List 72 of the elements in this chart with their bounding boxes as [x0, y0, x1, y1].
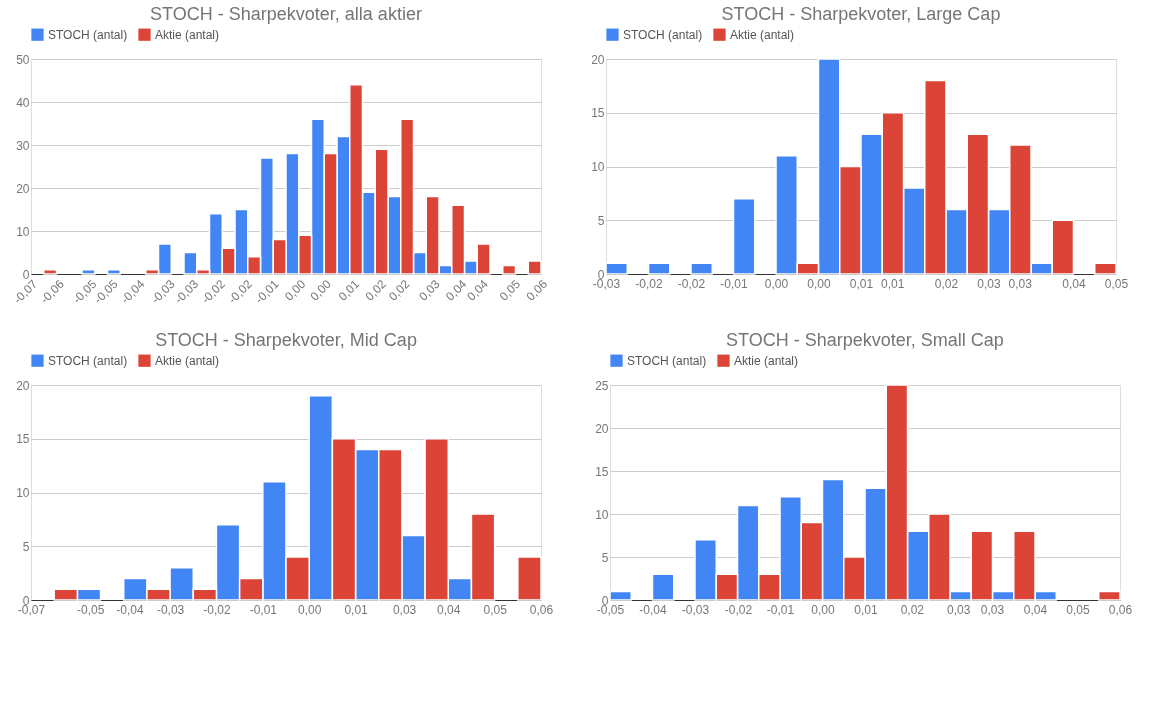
y-tick-label: 15	[595, 464, 609, 479]
x-tick-label: -0,02	[635, 276, 664, 291]
y-tick-label: 10	[16, 486, 30, 500]
y-tick-label: 30	[16, 138, 30, 153]
x-tick-label: 0,03	[416, 276, 443, 304]
x-tick-label: -0,04	[639, 602, 668, 617]
x-tick-label: 0,05	[1066, 602, 1090, 617]
x-tick-label: 0,05	[483, 602, 508, 617]
x-tick-label: 0,03	[392, 602, 417, 617]
y-tick-label: 50	[16, 52, 30, 67]
x-tick-label: -0,01	[766, 602, 795, 617]
x-tick-label: 0,05	[1104, 276, 1129, 291]
y-tick-label: 20	[16, 181, 30, 196]
y-tick-label: 20	[591, 52, 605, 67]
chart-title: STOCH - Sharpekvoter, Large Cap	[721, 4, 1001, 24]
y-tick-label: 20	[16, 378, 30, 393]
legend-label: STOCH (antal)	[627, 353, 707, 368]
x-tick-label: 0,03	[947, 602, 971, 617]
x-tick-label: -0,03	[681, 602, 710, 617]
x-tick-label: 0,03	[977, 276, 1001, 291]
x-tick-label: -0,02	[203, 602, 231, 617]
legend-label: Aktie (antal)	[734, 353, 799, 368]
x-tick-label: -0,01	[720, 276, 748, 291]
x-tick-label: -0,05	[77, 602, 105, 617]
y-tick-label: 5	[22, 539, 30, 554]
y-tick-label: 40	[16, 95, 30, 110]
x-tick-label: 0,01	[335, 276, 363, 304]
x-tick-label: 0,05	[496, 276, 524, 304]
x-tick-label: 0,00	[807, 276, 831, 291]
x-tick-label: 0,06	[523, 276, 551, 304]
x-tick-label: -0,04	[116, 602, 144, 617]
x-tick-label: 0,04	[1062, 276, 1086, 291]
x-tick-label: 0,01	[344, 602, 369, 617]
x-tick-label: 0,00	[811, 602, 835, 617]
x-tick-label: 0,00	[298, 602, 322, 617]
x-tick-label: -0,02	[724, 602, 753, 617]
x-tick-label: 0,00	[764, 276, 789, 291]
y-tick-label: 15	[16, 432, 30, 447]
x-tick-label: 0,04	[1023, 602, 1048, 617]
legend-label: STOCH (antal)	[48, 27, 128, 42]
x-tick-label: 0,01	[881, 276, 905, 291]
x-tick-label: -0,02	[677, 276, 706, 291]
legend-label: STOCH (antal)	[48, 353, 128, 368]
y-tick-label: 5	[597, 213, 605, 228]
legend-label: Aktie (antal)	[155, 27, 220, 42]
chart-title: STOCH - Sharpekvoter, Mid Cap	[155, 330, 417, 350]
x-tick-label: 0,03	[1008, 276, 1033, 291]
x-tick-label: 0,01	[854, 602, 878, 617]
legend-label: Aktie (antal)	[155, 353, 220, 368]
y-tick-label: 20	[595, 421, 609, 436]
x-tick-label: 0,03	[980, 602, 1005, 617]
y-tick-label: 0	[22, 267, 30, 282]
x-tick-label: 0,00	[307, 276, 335, 304]
y-tick-label: 10	[16, 224, 30, 239]
x-tick-label: 0,00	[281, 276, 309, 304]
x-tick-label: 0,06	[529, 602, 554, 617]
y-tick-label: 5	[601, 550, 609, 565]
x-tick-label: 0,01	[849, 276, 874, 291]
x-tick-label: 0,06	[1108, 602, 1133, 617]
y-tick-label: 25	[595, 378, 609, 393]
x-tick-label: 0,02	[934, 276, 959, 291]
x-tick-label: 0,02	[900, 602, 925, 617]
chart-title: STOCH - Sharpekvoter, alla aktier	[150, 4, 422, 24]
x-tick-label: -0,03	[156, 602, 185, 617]
y-tick-label: 10	[591, 160, 605, 174]
x-tick-label: -0,01	[249, 602, 278, 617]
x-tick-label: 0,04	[437, 602, 461, 617]
y-tick-label: 10	[595, 507, 609, 522]
legend-label: STOCH (antal)	[623, 27, 703, 42]
y-tick-label: 15	[591, 106, 605, 121]
legend-label: Aktie (antal)	[730, 27, 795, 42]
chart-title: STOCH - Sharpekvoter, Small Cap	[726, 330, 1004, 350]
